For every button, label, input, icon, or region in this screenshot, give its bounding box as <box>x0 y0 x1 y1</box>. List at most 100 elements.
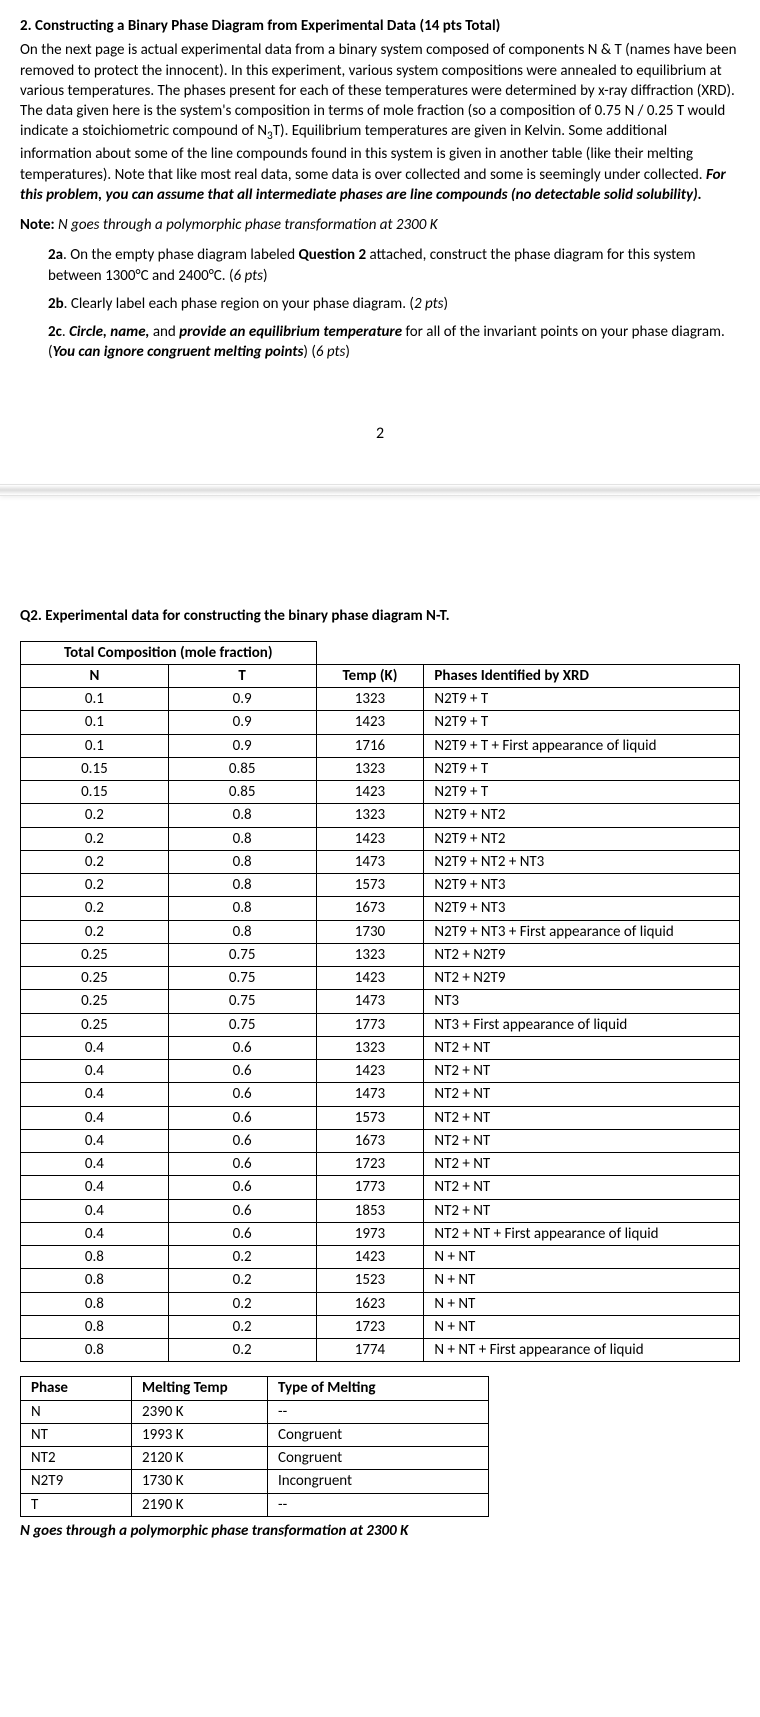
table-cell: 0.6 <box>168 1153 316 1176</box>
table-row: 0.40.61773NT2 + NT <box>21 1176 740 1199</box>
table-row: 0.40.61723NT2 + NT <box>21 1153 740 1176</box>
sub2b-close: ) <box>443 295 448 313</box>
table-cell: 0.25 <box>21 943 169 966</box>
footnote: N goes through a polymorphic phase trans… <box>20 1521 740 1541</box>
table-cell: 1973 <box>316 1222 424 1245</box>
sub2c-label: 2c <box>48 323 62 341</box>
table-row: 0.80.21774N + NT + First appearance of l… <box>21 1339 740 1362</box>
table-cell: 0.75 <box>168 943 316 966</box>
sub2c-pts: 6 pts <box>316 343 346 361</box>
table-row: 0.20.81473N2T9 + NT2 + NT3 <box>21 850 740 873</box>
sub2a-close: ) <box>263 267 268 285</box>
table-cell: NT2 + NT <box>424 1176 740 1199</box>
table-cell: 0.8 <box>168 897 316 920</box>
note-text: N goes through a polymorphic phase trans… <box>55 216 438 234</box>
intro-paragraph: On the next page is actual experimental … <box>20 40 740 205</box>
table-cell: 1423 <box>316 1060 424 1083</box>
col-mt: Melting Temp <box>132 1377 268 1400</box>
table-cell: NT2 + NT <box>424 1199 740 1222</box>
question-heading: 2. Constructing a Binary Phase Diagram f… <box>20 16 740 36</box>
table-cell: N + NT <box>424 1246 740 1269</box>
table-cell: 1473 <box>316 1083 424 1106</box>
table-cell: 2120 K <box>132 1447 268 1470</box>
table-cell: 0.8 <box>21 1315 169 1338</box>
table-row: 0.40.61323NT2 + NT <box>21 1036 740 1059</box>
table-cell: 0.6 <box>168 1129 316 1152</box>
sub2a-pts: 6 pts <box>234 267 264 285</box>
sub2b-pts: 2 pts <box>414 295 444 313</box>
table-cell: 0.6 <box>168 1060 316 1083</box>
table-cell: 0.4 <box>21 1176 169 1199</box>
table-cell: 1573 <box>316 874 424 897</box>
sub2b-label: 2b <box>48 295 64 313</box>
table-cell: 1673 <box>316 1129 424 1152</box>
table-cell: 1773 <box>316 1176 424 1199</box>
table-cell: 0.4 <box>21 1036 169 1059</box>
table-cell: 0.1 <box>21 688 169 711</box>
col-temp: Temp (K) <box>316 664 424 687</box>
table-cell: 0.8 <box>168 920 316 943</box>
table-cell: 0.4 <box>21 1153 169 1176</box>
table-cell: N2T9 + NT3 <box>424 874 740 897</box>
col-n: N <box>21 664 169 687</box>
table-cell: NT2 + NT <box>424 1060 740 1083</box>
table-cell: N2T9 + T <box>424 688 740 711</box>
table-cell: 2190 K <box>132 1493 268 1516</box>
sub-questions: 2a. On the empty phase diagram labeled Q… <box>48 245 740 362</box>
table-cell: 1993 K <box>132 1423 268 1446</box>
table-cell: N2T9 + T + First appearance of liquid <box>424 734 740 757</box>
table-cell: NT2 + NT <box>424 1083 740 1106</box>
sub2c-a: . <box>62 323 69 341</box>
table-cell: 0.75 <box>168 1013 316 1036</box>
table-cell: 0.25 <box>21 967 169 990</box>
table-cell: 0.4 <box>21 1083 169 1106</box>
table-cell: 1423 <box>316 711 424 734</box>
table-cell: 1730 <box>316 920 424 943</box>
table-cell: 1473 <box>316 990 424 1013</box>
table-cell: 0.8 <box>21 1292 169 1315</box>
table-cell: 0.2 <box>168 1339 316 1362</box>
table-cell: NT2 + NT + First appearance of liquid <box>424 1222 740 1245</box>
table-row: 0.150.851323N2T9 + T <box>21 757 740 780</box>
sub-2a: 2a. On the empty phase diagram labeled Q… <box>48 245 740 286</box>
table-row: 0.10.91423N2T9 + T <box>21 711 740 734</box>
table-cell: 0.25 <box>21 1013 169 1036</box>
table-cell: 1323 <box>316 757 424 780</box>
table-cell: 0.6 <box>168 1222 316 1245</box>
table-cell: 1623 <box>316 1292 424 1315</box>
table-cell: 1473 <box>316 850 424 873</box>
table-cell: N2T9 + NT3 <box>424 897 740 920</box>
table-cell: N2T9 <box>21 1470 132 1493</box>
table-cell: 0.8 <box>21 1339 169 1362</box>
table-cell: 0.6 <box>168 1106 316 1129</box>
table-cell: Congruent <box>268 1447 489 1470</box>
table-cell: 0.2 <box>21 874 169 897</box>
table-cell: 0.6 <box>168 1199 316 1222</box>
table-cell: -- <box>268 1493 489 1516</box>
table-row: 0.40.61473NT2 + NT <box>21 1083 740 1106</box>
table-row: 0.20.81423N2T9 + NT2 <box>21 827 740 850</box>
table-cell: 0.2 <box>21 897 169 920</box>
table-row: 0.80.21723N + NT <box>21 1315 740 1338</box>
table-cell: 0.2 <box>21 827 169 850</box>
table-row: 0.20.81673N2T9 + NT3 <box>21 897 740 920</box>
table-cell: 1523 <box>316 1269 424 1292</box>
sub-2c: 2c. Circle, name, and provide an equilib… <box>48 322 740 363</box>
table-cell: 1423 <box>316 1246 424 1269</box>
table-cell: NT2 + NT <box>424 1106 740 1129</box>
table-cell: 1773 <box>316 1013 424 1036</box>
table-cell: N2T9 + NT2 <box>424 827 740 850</box>
col-phases: Phases Identified by XRD <box>424 664 740 687</box>
table-row: 0.10.91716N2T9 + T + First appearance of… <box>21 734 740 757</box>
table-cell: N + NT + First appearance of liquid <box>424 1339 740 1362</box>
sub2c-f: You can ignore congruent melting points <box>53 343 304 361</box>
table-cell: 0.4 <box>21 1222 169 1245</box>
table-cell: 0.2 <box>21 920 169 943</box>
table-cell: 1716 <box>316 734 424 757</box>
table-row: 0.20.81573N2T9 + NT3 <box>21 874 740 897</box>
table-cell: 0.8 <box>21 1246 169 1269</box>
table-cell: N2T9 + NT3 + First appearance of liquid <box>424 920 740 943</box>
table-cell: 0.15 <box>21 781 169 804</box>
table-cell: 1423 <box>316 967 424 990</box>
sub2c-b: Circle, name, <box>69 323 149 341</box>
